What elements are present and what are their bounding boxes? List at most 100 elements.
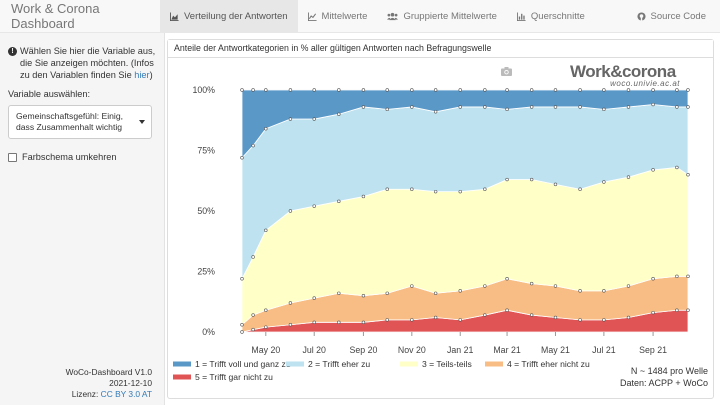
data-point	[505, 177, 509, 182]
data-point	[578, 105, 582, 109]
data-point	[686, 88, 690, 92]
tab-gruppierte-mittelwerte-label: Gruppierte Mittelwerte	[403, 10, 497, 22]
legend-label: 4 = Trifft eher nicht zu	[507, 359, 590, 369]
x-tick-label: Jan 21	[447, 345, 474, 355]
data-point	[337, 112, 341, 116]
data-point	[240, 330, 244, 334]
source-code-label: Source Code	[650, 10, 706, 22]
x-tick-label: Jul 21	[592, 345, 616, 355]
legend-swatch	[173, 361, 191, 367]
data-point	[458, 105, 462, 109]
color-scheme-checkbox[interactable]	[8, 152, 17, 162]
source-code-link[interactable]: Source Code	[627, 0, 720, 32]
data-point	[312, 320, 316, 325]
data-point	[312, 88, 316, 92]
tab-querschnitte[interactable]: Querschnitte	[507, 0, 595, 32]
x-tick-label: Jul 20	[302, 345, 326, 355]
data-point	[240, 88, 244, 92]
bar-chart-icon	[516, 11, 526, 21]
variables-info-link[interactable]: hier	[134, 70, 150, 80]
data-point	[361, 88, 366, 92]
data-source-note: Daten: ACPP + WoCo	[620, 378, 708, 388]
data-point	[529, 177, 534, 182]
data-point	[433, 291, 438, 295]
data-point	[553, 182, 558, 187]
data-point	[385, 318, 389, 322]
github-icon	[636, 11, 646, 21]
data-point	[675, 88, 679, 92]
data-point	[686, 105, 690, 109]
data-point	[433, 315, 438, 320]
data-point	[626, 105, 631, 109]
data-point	[264, 88, 268, 92]
data-point	[288, 301, 293, 305]
data-point	[251, 143, 255, 148]
data-point	[686, 274, 690, 279]
app-title[interactable]: Work & Corona Dashboard	[11, 1, 100, 31]
data-point	[458, 289, 462, 293]
panel-title: Anteile der Antwortkategorien in % aller…	[168, 40, 713, 58]
data-point	[529, 105, 534, 109]
data-point	[529, 281, 534, 286]
data-point	[675, 105, 679, 109]
sidebar-footer: WoCo-Dashboard V1.0 2021-12-10 Lizenz: C…	[66, 367, 152, 400]
tab-verteilung[interactable]: Verteilung der Antworten	[160, 0, 298, 32]
x-tick-label: Sep 20	[349, 345, 377, 355]
y-tick-label: 50%	[197, 206, 215, 216]
data-point	[602, 180, 606, 184]
license-link[interactable]: CC BY 3.0 AT	[100, 389, 152, 399]
data-point	[410, 187, 414, 191]
data-point	[361, 105, 366, 109]
color-scheme-toggle[interactable]: Farbschema umkehren	[8, 152, 156, 162]
x-tick-label: Nov 20	[398, 345, 426, 355]
tab-gruppierte-mittelwerte[interactable]: Gruppierte Mittelwerte	[377, 0, 506, 32]
data-point	[264, 127, 268, 131]
data-point	[264, 228, 268, 233]
data-point	[361, 194, 366, 199]
stacked-area-chart[interactable]: 0% 25% 50% 75% 100% May 20 Jul 20 Sep 20 Nov 20 J…	[168, 40, 713, 398]
y-tick-label: 100%	[193, 85, 216, 95]
x-tick-label: May 21	[541, 345, 570, 355]
data-point	[578, 88, 582, 92]
camera-icon[interactable]	[501, 67, 512, 76]
legend-swatch	[173, 374, 191, 380]
y-tick-label: 0%	[202, 327, 215, 337]
data-point	[675, 274, 679, 279]
data-point	[410, 88, 414, 92]
data-point	[264, 325, 268, 329]
data-point	[385, 88, 389, 92]
sample-size-note: N ~ 1484 pro Welle	[630, 366, 708, 376]
data-point	[675, 308, 679, 312]
data-point	[483, 313, 487, 317]
woco-logo: Work&corona woco.univie.ac.at	[570, 62, 680, 88]
data-point	[651, 88, 655, 92]
legend-swatch	[286, 361, 304, 367]
data-point	[251, 88, 255, 92]
data-point	[529, 88, 534, 92]
data-point	[251, 327, 255, 332]
data-point	[385, 107, 389, 112]
legend-label: 1 = Trifft voll und ganz zu	[195, 359, 291, 369]
data-point	[458, 318, 462, 322]
data-point	[675, 165, 679, 170]
data-point	[602, 318, 606, 322]
data-point	[483, 187, 487, 191]
data-point	[410, 105, 414, 109]
version-text: WoCo-Dashboard V1.0	[65, 367, 152, 377]
legend-label: 3 = Teils-teils	[422, 359, 472, 369]
data-point	[483, 284, 487, 288]
data-point	[312, 204, 316, 208]
users-icon	[387, 12, 399, 20]
data-point	[288, 117, 293, 121]
tab-mittelwerte[interactable]: Mittelwerte	[298, 0, 378, 32]
variable-select[interactable]: Gemeinschaftsgefühl: Einig, dass Zusamme…	[8, 105, 152, 139]
legend-label: 5 = Trifft gar nicht zu	[195, 372, 273, 382]
data-point	[578, 289, 582, 293]
variable-label: Variable auswählen:	[8, 89, 91, 99]
legend-label: 2 = Trifft eher zu	[308, 359, 370, 369]
data-point	[410, 284, 414, 288]
data-point	[337, 199, 341, 204]
y-tick-label: 75%	[197, 146, 215, 156]
data-point	[578, 318, 582, 322]
data-point	[337, 320, 341, 325]
